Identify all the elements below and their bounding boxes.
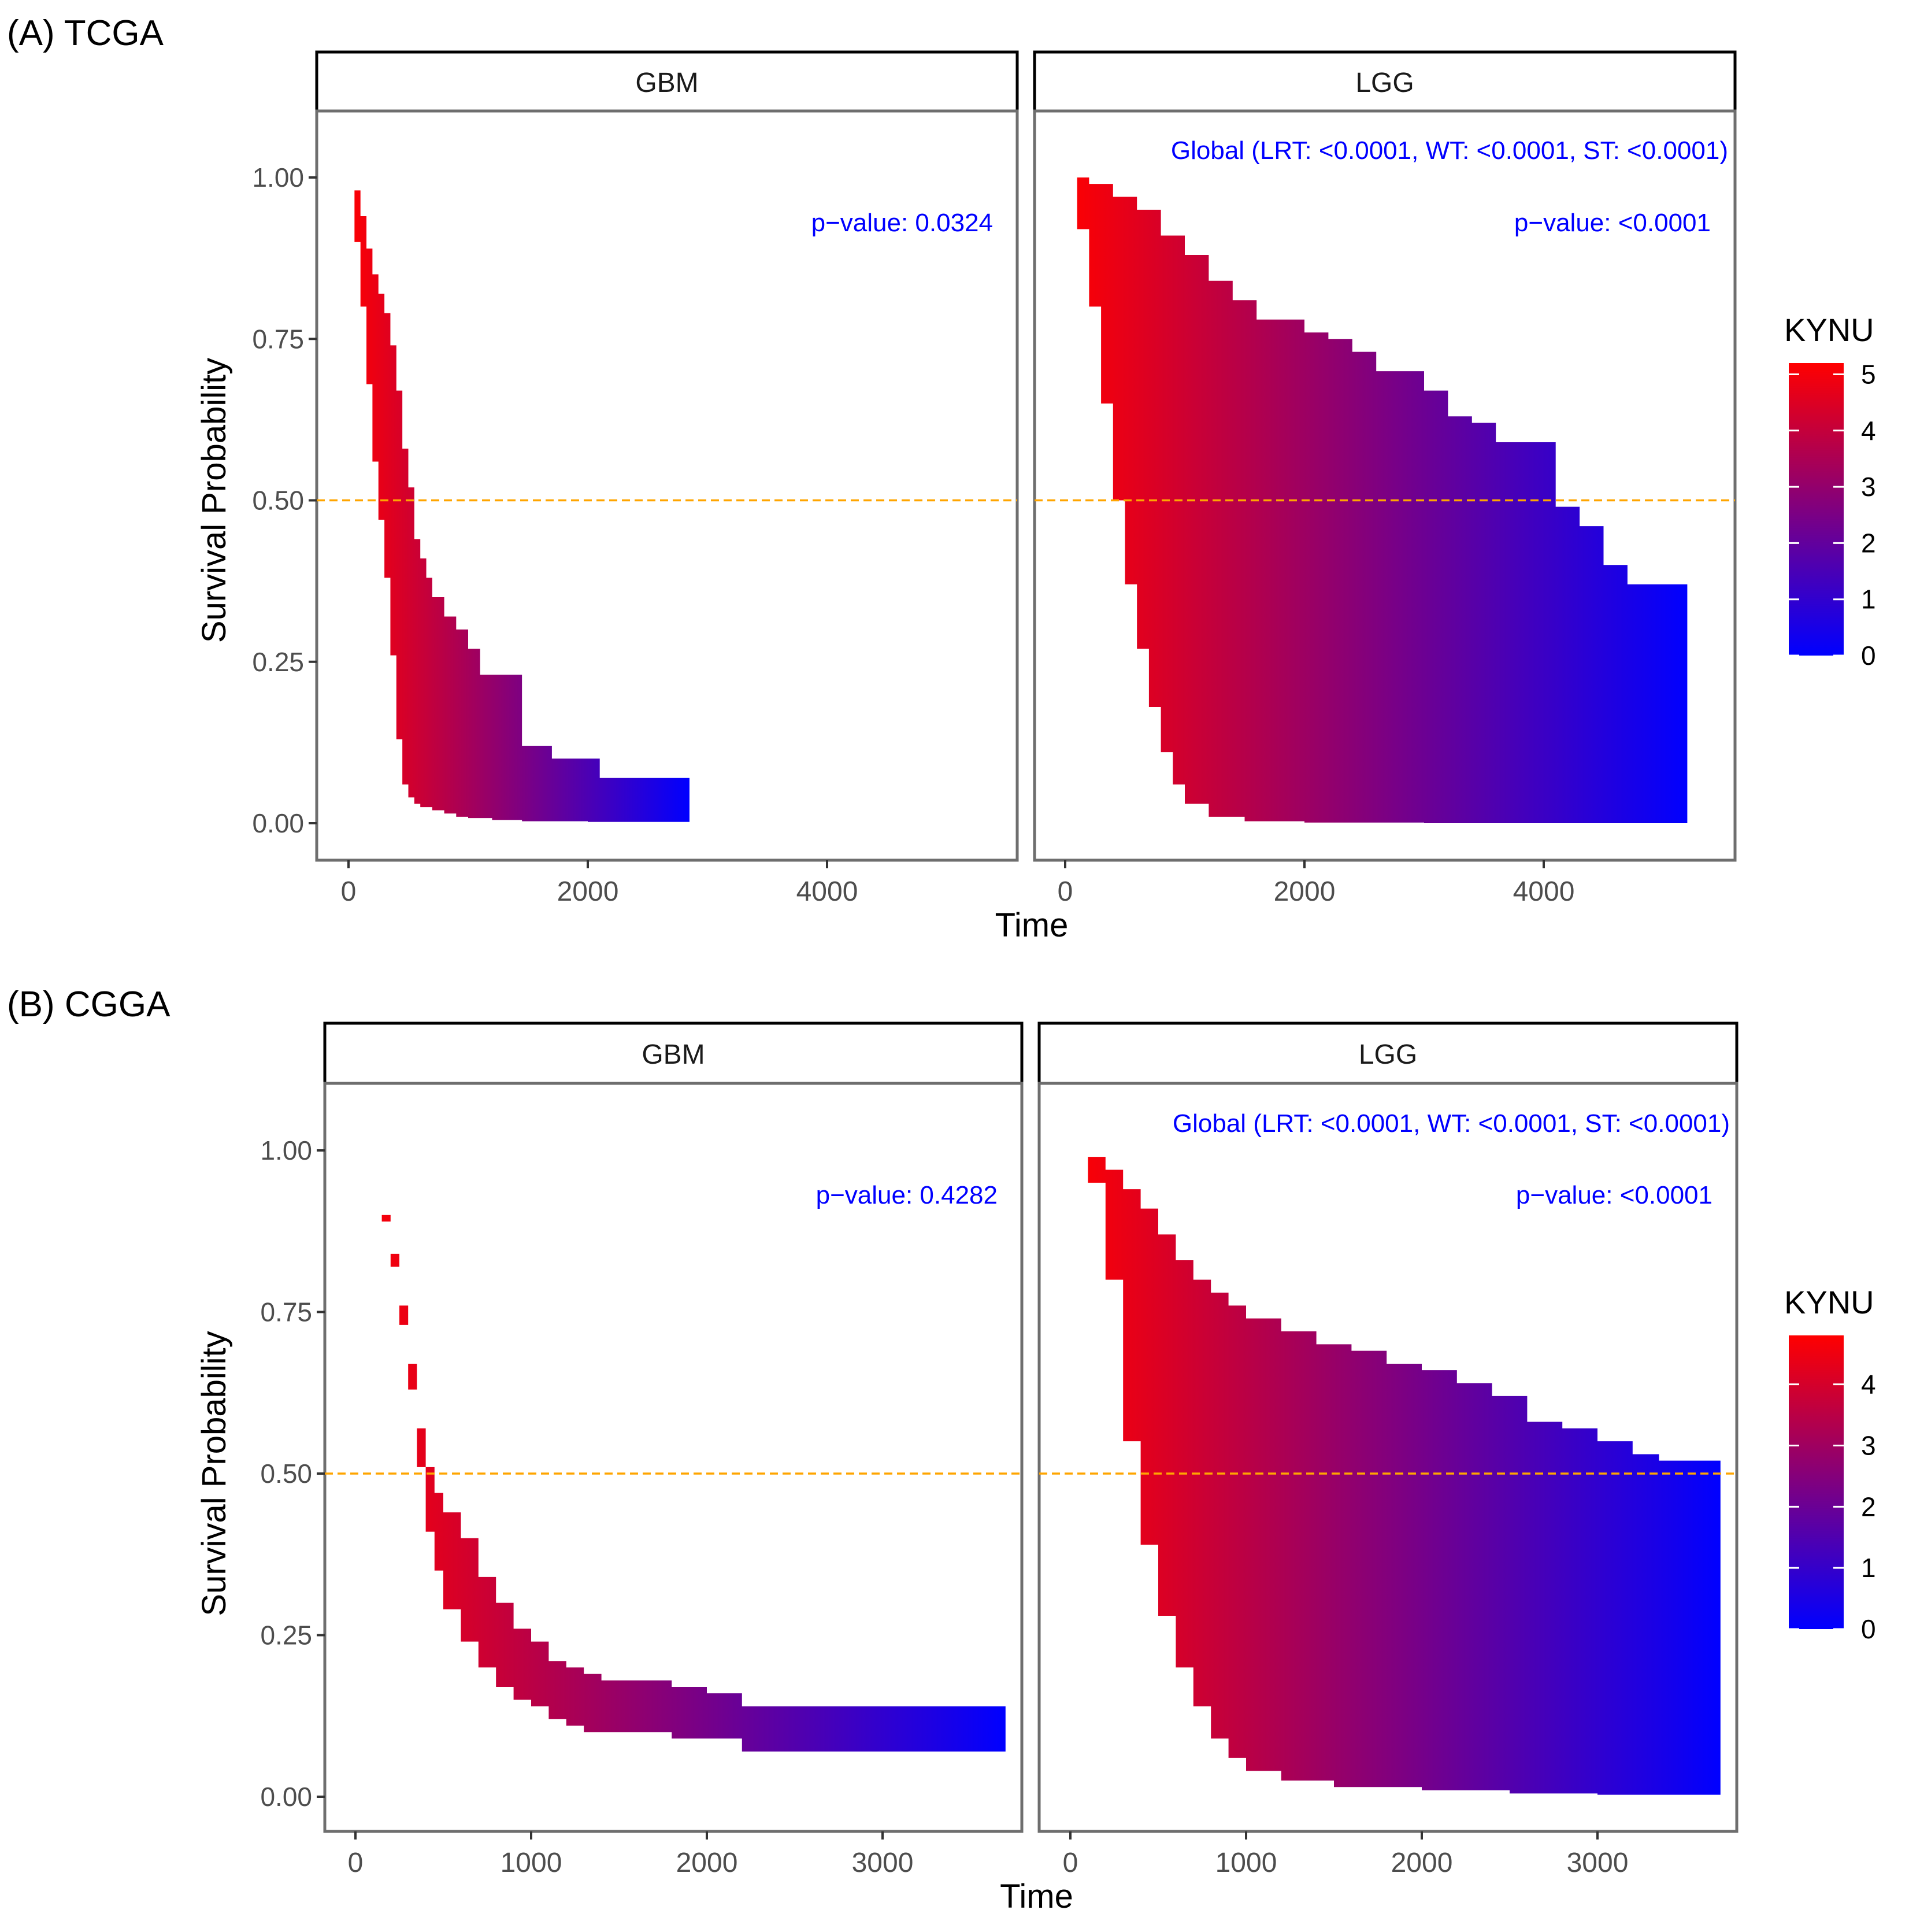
- legend-colorbar: [1789, 363, 1844, 656]
- y-tick-label: 0.50: [260, 1459, 312, 1489]
- x-tick-label: 3000: [1567, 1848, 1629, 1878]
- x-tick-label: 2000: [1274, 876, 1336, 907]
- facet-lgg: LGG Global (LRT: <0.0001, WT: <0.0001, ST…: [1033, 50, 1737, 907]
- legend-tick-label: 3: [1861, 472, 1876, 502]
- legend-tick-label: 3: [1861, 1431, 1876, 1461]
- x-tick-label: 0: [348, 1848, 364, 1878]
- legend-tick-label: 4: [1861, 1370, 1876, 1400]
- color-legend: KYNU 0 1 2 3 4: [1784, 1284, 1876, 1644]
- x-tick-label: 0: [341, 876, 357, 907]
- y-tick-label: 0.25: [260, 1620, 312, 1650]
- y-tick-label: 0.00: [260, 1782, 312, 1812]
- legend-tick-label: 2: [1861, 1491, 1876, 1522]
- y-tick-label: 0.75: [260, 1297, 312, 1327]
- chart-panel-tcga: (A) TCGA GBM p−value: 0.0324 0 2000 4000 0.00 0…: [7, 13, 1876, 944]
- legend-tick-label: 5: [1861, 359, 1876, 389]
- x-tick-label: 0: [1063, 1848, 1078, 1878]
- y-tick-label: 0.75: [252, 324, 304, 354]
- legend-tick-label: 1: [1861, 584, 1876, 615]
- legend-tick-label: 2: [1861, 528, 1876, 558]
- facet-panel-border: [1033, 109, 1737, 862]
- facet-panel-border: [1037, 1082, 1739, 1833]
- panel-label: (B) CGGA: [7, 984, 170, 1024]
- x-tick-label: 1000: [501, 1848, 562, 1878]
- facet-panel-border: [315, 109, 1019, 862]
- y-tick-label: 1.00: [260, 1135, 312, 1165]
- y-tick-label: 0.50: [252, 486, 304, 516]
- color-legend: KYNU 0 1 2 3 4 5: [1784, 312, 1876, 671]
- global-test-annotation: Global (LRT: <0.0001, WT: <0.0001, ST: <…: [1171, 136, 1728, 165]
- x-tick-label: 2000: [557, 876, 619, 907]
- facet-strip: [1037, 1021, 1739, 1085]
- facet-strip: [323, 1021, 1024, 1085]
- y-tick-label: 1.00: [252, 162, 304, 193]
- p-value-annotation: p−value: <0.0001: [1514, 209, 1711, 237]
- facet-lgg: LGG Global (LRT: <0.0001, WT: <0.0001, ST…: [1037, 1021, 1739, 1878]
- x-axis-title: Time: [1000, 1878, 1073, 1915]
- y-axis-title: Survival Probability: [195, 1331, 233, 1616]
- global-test-annotation: Global (LRT: <0.0001, WT: <0.0001, ST: <…: [1173, 1109, 1730, 1138]
- panel-label: (A) TCGA: [7, 13, 164, 53]
- x-tick-label: 2000: [1391, 1848, 1453, 1878]
- facet-panel-border: [323, 1082, 1024, 1833]
- facet-gbm: GBM p−value: 0.4282 0 1000 2000 3000 0.00 0.25 0…: [260, 1021, 1024, 1878]
- legend-tick-label: 1: [1861, 1553, 1876, 1583]
- y-tick-label: 0.00: [252, 808, 304, 838]
- legend-title: KYNU: [1784, 312, 1874, 348]
- legend-colorbar: [1789, 1335, 1844, 1629]
- x-tick-label: 2000: [676, 1848, 738, 1878]
- x-tick-label: 3000: [852, 1848, 914, 1878]
- y-tick-label: 0.25: [252, 647, 304, 677]
- facet-strip-label: LGG: [1359, 1039, 1417, 1070]
- facet-strip-label: LGG: [1355, 68, 1414, 98]
- legend-tick-label: 0: [1861, 641, 1876, 671]
- facet-strip-label: GBM: [642, 1039, 705, 1070]
- x-tick-label: 4000: [796, 876, 858, 907]
- p-value-annotation: p−value: <0.0001: [1516, 1181, 1712, 1209]
- legend-title: KYNU: [1784, 1284, 1874, 1320]
- facet-strip: [1033, 50, 1737, 113]
- chart-panel-cgga: (B) CGGA GBM p−value: 0.4282 0 1000 2000 3000 0…: [7, 984, 1876, 1915]
- facet-gbm: GBM p−value: 0.0324 0 2000 4000 0.00 0.25 0.50 0…: [252, 50, 1019, 907]
- p-value-annotation: p−value: 0.4282: [816, 1181, 998, 1209]
- survival-band: [349, 177, 690, 822]
- x-tick-label: 4000: [1513, 876, 1575, 907]
- legend-tick-label: 0: [1861, 1614, 1876, 1644]
- x-tick-label: 0: [1058, 876, 1073, 907]
- x-axis-title: Time: [995, 906, 1069, 944]
- facet-strip-label: GBM: [635, 68, 698, 98]
- survival-band: [1065, 177, 1688, 823]
- y-axis-title: Survival Probability: [195, 358, 233, 643]
- p-value-annotation: p−value: 0.0324: [811, 209, 993, 237]
- legend-tick-label: 4: [1861, 416, 1876, 446]
- x-tick-label: 1000: [1215, 1848, 1277, 1878]
